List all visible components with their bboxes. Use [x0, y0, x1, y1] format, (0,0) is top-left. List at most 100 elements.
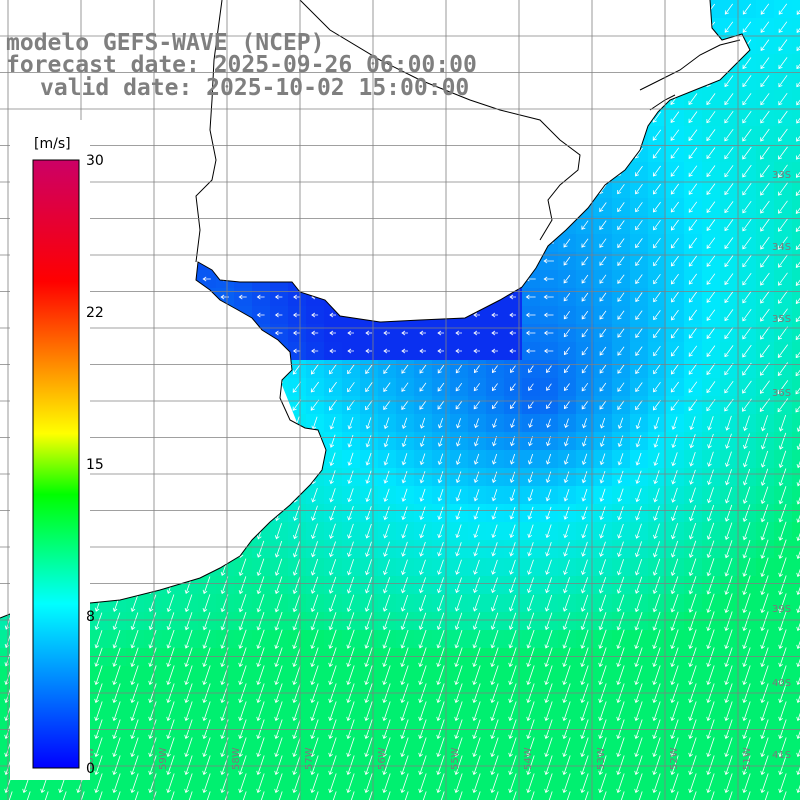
wind-arrow: [598, 719, 607, 740]
wind-arrow: [635, 382, 643, 393]
wind-arrow: [292, 665, 301, 686]
wind-arrow: [796, 460, 800, 469]
wind-arrow: [437, 364, 445, 374]
wind-arrow: [545, 559, 552, 575]
wind-arrow: [724, 110, 734, 124]
wind-arrow: [616, 773, 625, 794]
wind-arrow: [544, 594, 553, 612]
wind-speed-cell: [558, 792, 576, 800]
wind-arrow: [670, 701, 679, 722]
wind-arrow: [328, 701, 337, 722]
wind-arrow: [634, 594, 643, 613]
wind-arrow: [328, 629, 337, 649]
wind-arrow: [616, 737, 625, 758]
wind-arrow: [401, 524, 408, 539]
wind-arrow: [256, 773, 265, 794]
wind-speed-cell: [666, 792, 684, 800]
wind-arrow: [760, 575, 769, 596]
wind-arrow: [472, 755, 481, 776]
wind-arrow: [725, 415, 732, 431]
wind-arrow: [274, 737, 283, 758]
wind-arrow: [778, 539, 787, 560]
wind-arrow: [581, 274, 589, 284]
wind-arrow: [383, 541, 390, 557]
wind-arrow: [759, 380, 770, 394]
wind-arrow: [671, 487, 678, 503]
wind-arrow: [455, 382, 463, 392]
wind-arrow: [130, 594, 139, 612]
wind-arrow: [148, 701, 157, 722]
wind-arrow: [706, 575, 715, 595]
wind-arrow: [383, 506, 390, 521]
latitude-label: 39S: [772, 604, 791, 615]
wind-arrow: [346, 594, 355, 612]
wind-arrow: [688, 773, 697, 794]
wind-arrow: [256, 594, 265, 613]
wind-arrow: [508, 612, 517, 630]
wind-arrow: [148, 755, 157, 776]
wind-arrow: [94, 612, 103, 631]
wind-speed-cell: [792, 216, 800, 234]
wind-arrow: [598, 737, 607, 758]
colorbar-ramp: [32, 159, 80, 769]
wind-arrow: [652, 541, 660, 558]
wind-arrow: [491, 524, 498, 539]
wind-arrow: [509, 489, 516, 502]
wind-arrow: [347, 541, 354, 558]
wind-arrow: [238, 773, 247, 794]
wind-arrow: [544, 665, 553, 686]
wind-arrow: [634, 755, 643, 776]
wind-arrow: [617, 506, 624, 521]
wind-arrow: [130, 773, 139, 794]
wind-arrow: [689, 505, 696, 522]
wind-speed-cell: [792, 666, 800, 684]
wind-arrow: [473, 506, 480, 520]
wind-arrow: [581, 506, 588, 521]
wind-arrow: [456, 418, 461, 429]
wind-arrow: [166, 612, 175, 631]
wind-arrow: [472, 737, 481, 758]
wind-arrow: [795, 189, 800, 196]
wind-arrow: [742, 468, 751, 486]
wind-arrow: [148, 594, 157, 613]
wind-arrow: [148, 612, 157, 631]
wind-arrow: [329, 434, 336, 448]
wind-arrow: [616, 559, 624, 576]
wind-speed-cell: [522, 792, 540, 800]
wind-arrow: [760, 308, 770, 322]
wind-arrow: [260, 791, 265, 800]
wind-arrow: [670, 755, 679, 776]
wind-arrow: [581, 453, 588, 465]
wind-arrow: [346, 665, 355, 686]
wind-arrow: [544, 719, 553, 740]
wind-arrow: [564, 418, 569, 429]
wind-arrow: [184, 755, 193, 776]
wind-arrow: [778, 486, 787, 505]
wind-arrow: [706, 381, 716, 394]
wind-arrow: [116, 791, 121, 800]
wind-arrow: [634, 576, 643, 594]
wind-arrow: [688, 737, 697, 758]
wind-arrow: [383, 417, 390, 430]
latitude-label: 35S: [772, 314, 791, 325]
wind-arrow: [454, 737, 463, 758]
wind-arrow: [777, 326, 788, 340]
wind-speed-cell: [108, 792, 126, 800]
wind-arrow: [706, 522, 715, 540]
wind-arrow: [202, 576, 211, 595]
wind-arrow: [509, 294, 516, 300]
wind-arrow: [202, 612, 211, 631]
wind-arrow: [617, 346, 625, 356]
wind-arrow: [688, 111, 698, 124]
wind-arrow: [580, 629, 589, 649]
wind-arrow: [724, 504, 733, 522]
wind-arrow: [670, 576, 679, 595]
wind-arrow: [563, 292, 571, 302]
wind-arrow: [670, 647, 679, 668]
colorbar-tick-0: 0: [86, 761, 95, 777]
wind-arrow: [509, 559, 516, 575]
latitude-label: 34S: [772, 242, 791, 253]
wind-arrow: [437, 524, 444, 539]
wind-arrow: [256, 611, 265, 631]
wind-arrow: [329, 470, 336, 485]
